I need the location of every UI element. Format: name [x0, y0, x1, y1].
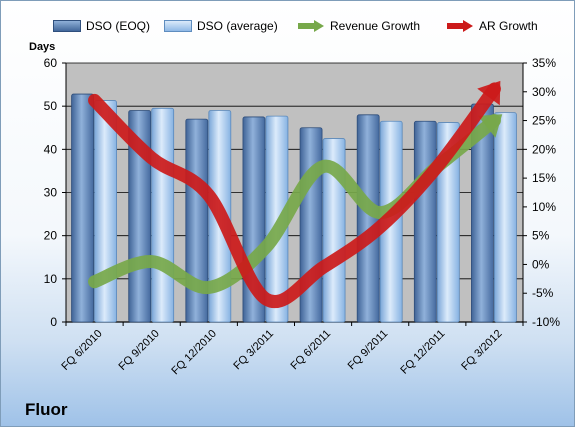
- left-tick-label: 50: [44, 99, 58, 113]
- legend-swatch-dso-eoq: [53, 20, 81, 32]
- legend-swatch-revenue-growth: [298, 20, 324, 32]
- arrowhead-revenue-growth: [477, 114, 503, 138]
- x-tick-label: FQ 12/2011: [398, 328, 447, 377]
- arrowhead-ar-growth: [477, 80, 501, 106]
- right-tick-label: -10%: [532, 315, 560, 329]
- legend-swatch-ar-growth: [447, 20, 473, 32]
- x-tick-label: FQ 6/2011: [289, 328, 334, 373]
- x-tick-label: FQ 12/2010: [169, 328, 219, 378]
- legend-item-dso-eoq: DSO (EOQ): [53, 15, 150, 37]
- legend-swatch-dso-average: [164, 20, 192, 32]
- left-axis-title: Days: [29, 41, 56, 53]
- right-tick-label: 0%: [532, 257, 550, 271]
- company-caption: Fluor: [25, 400, 68, 419]
- bar-dso-average-4: [322, 138, 346, 323]
- left-tick-label: 30: [44, 186, 58, 200]
- legend: DSO (EOQ) DSO (average) Revenue Growth A…: [1, 15, 574, 37]
- bar-dso-average-0: [94, 100, 117, 323]
- right-tick-label: -5%: [532, 286, 554, 300]
- legend-item-revenue-growth: Revenue Growth: [297, 15, 420, 37]
- bar-dso-average-1: [151, 107, 175, 323]
- legend-label-ar-growth: AR Growth: [479, 19, 538, 33]
- bar-dso-eoq-0: [71, 93, 94, 323]
- right-tick-label: 20%: [532, 142, 556, 156]
- right-tick-label: 30%: [532, 85, 556, 99]
- x-tick-label: FQ 3/2012: [459, 328, 504, 373]
- bar-dso-average-7: [494, 112, 517, 323]
- right-tick-label: 25%: [532, 114, 556, 128]
- bar-dso-eoq-2: [185, 118, 209, 323]
- legend-item-dso-average: DSO (average): [164, 15, 278, 37]
- x-tick-label: FQ 9/2010: [117, 328, 162, 373]
- bar-dso-average-6: [436, 122, 460, 323]
- line-ar-growth: [88, 82, 501, 308]
- x-tick-label: FQ 3/2011: [231, 328, 276, 373]
- left-tick-label: 40: [44, 142, 58, 156]
- left-tick-label: 20: [44, 229, 58, 243]
- bar-dso-eoq-6: [413, 120, 437, 323]
- right-tick-label: 5%: [532, 229, 550, 243]
- legend-item-ar-growth: AR Growth: [446, 15, 538, 37]
- right-tick-label: 10%: [532, 200, 556, 214]
- legend-label-dso-average: DSO (average): [197, 19, 278, 33]
- left-tick-label: 10: [44, 272, 58, 286]
- legend-label-revenue-growth: Revenue Growth: [330, 19, 421, 33]
- legend-label-dso-eoq: DSO (EOQ): [86, 19, 151, 33]
- x-tick-label: FQ 6/2010: [59, 328, 104, 373]
- right-tick-label: 35%: [532, 56, 556, 70]
- right-tick-label: 15%: [532, 171, 556, 185]
- x-tick-label: FQ 9/2011: [346, 328, 391, 373]
- left-tick-label: 0: [50, 315, 57, 329]
- left-tick-label: 60: [44, 56, 58, 70]
